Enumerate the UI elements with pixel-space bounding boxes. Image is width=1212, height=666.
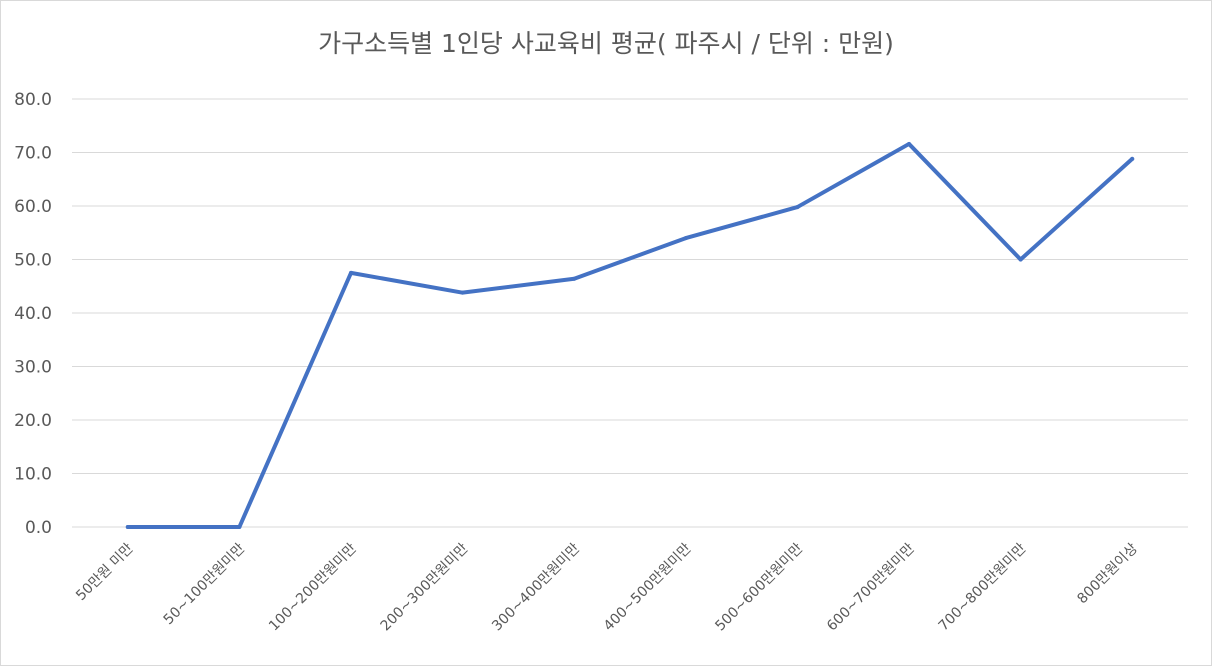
data-point [683, 236, 688, 241]
y-tick-label: 60.0 [14, 197, 52, 217]
data-point [125, 525, 130, 529]
data-point [907, 141, 911, 146]
y-tick-label: 40.0 [14, 304, 52, 324]
y-tick-label: 70.0 [14, 144, 52, 164]
series-line [125, 141, 1135, 529]
y-tick-label: 50.0 [14, 251, 52, 271]
x-tick-label: 600~700만원미만 [824, 540, 918, 634]
x-axis-tick-labels: 50만원 미만 50~100만원미만 100~200만원미만 200~300만원미만 3… [73, 540, 1141, 634]
y-tick-label: 30.0 [14, 358, 52, 378]
data-point [1018, 257, 1023, 262]
y-tick-label: 80.0 [14, 90, 52, 110]
y-axis-tick-labels: 0.0 10.0 20.0 30.0 40.0 50.0 60.0 70.0 80.0 [14, 90, 52, 538]
x-tick-label: 50만원 미만 [73, 540, 137, 604]
data-point [1130, 156, 1135, 161]
x-tick-label: 400~500만원미만 [601, 540, 695, 634]
x-tick-label: 200~300만원미만 [378, 540, 472, 634]
chart-title: 가구소득별 1인당 사교육비 평균( 파주시 / 단위 : 만원) [318, 29, 894, 58]
data-point [572, 276, 577, 281]
x-tick-label: 700~800만원미만 [936, 540, 1030, 634]
x-tick-label: 800만원이상 [1074, 540, 1141, 607]
y-tick-label: 20.0 [14, 411, 52, 431]
data-point [237, 525, 242, 529]
data-point [460, 290, 465, 295]
data-point [795, 205, 800, 210]
y-tick-label: 10.0 [14, 465, 52, 485]
x-tick-label: 500~600만원미만 [712, 540, 806, 634]
series-lines [125, 141, 1135, 529]
x-tick-label: 50~100만원미만 [161, 540, 249, 628]
x-tick-label: 100~200만원미만 [266, 540, 360, 634]
data-point [349, 270, 353, 275]
gridlines [72, 98, 1188, 474]
y-tick-label: 0.0 [25, 518, 52, 538]
x-tick-label: 300~400만원미만 [489, 540, 583, 634]
